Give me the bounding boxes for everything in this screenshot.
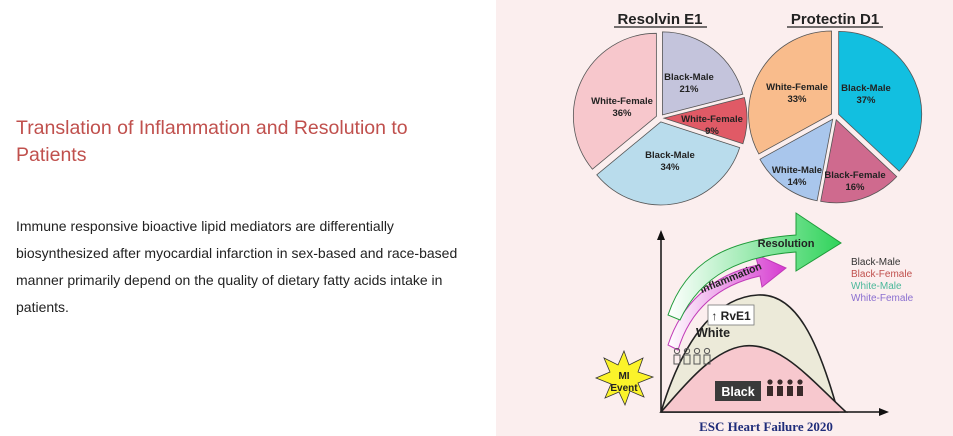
rve1-label: ↑ RvE1 (711, 309, 751, 323)
inflammation-arrow (667, 253, 787, 351)
black-label: Black (721, 385, 754, 399)
pie-slice (759, 118, 834, 202)
pie-slice (838, 31, 923, 172)
slide-body-text: Immune responsive bioactive lipid mediat… (16, 218, 458, 315)
slice-label-name: White-Female (766, 82, 828, 93)
slice-label-value: 14% (787, 177, 807, 188)
timeline-diagram: Inflammation Resolution ↑ RvE1 White Bla… (594, 212, 889, 416)
rve1-box (707, 304, 755, 326)
resolution-arrow (667, 212, 842, 321)
slide-title: Translation of Inflammation and Resoluti… (16, 117, 408, 166)
slice-label-name: Black-Male (645, 150, 695, 161)
mi-event-starburst (594, 349, 655, 407)
pie-title-resolvin: Resolvin E1 (617, 11, 702, 28)
resolution-label: Resolution (758, 238, 815, 250)
pie-slice (573, 32, 657, 170)
slice-label-name: White-Female (681, 114, 743, 125)
pie-slice (748, 30, 832, 155)
white-people-icon (673, 347, 711, 365)
slice-label-value: 34% (660, 162, 680, 173)
slice-label-value: 33% (787, 94, 807, 105)
pie-slice (662, 96, 748, 145)
slice-label-name: Black-Female (824, 170, 885, 181)
pie-chart-resolvin (573, 31, 748, 206)
pie-slice (820, 119, 898, 204)
slice-label-name: White-Male (772, 165, 822, 176)
y-axis-arrow (657, 230, 665, 240)
mi-label-line2: Event (610, 383, 638, 394)
slice-label-value: 16% (845, 182, 865, 193)
slice-label-name: White-Female (591, 96, 653, 107)
slice-label-value: 9% (705, 126, 719, 137)
figure-svg: Resolvin E1 Protectin D1 Black-Male 21% … (573, 11, 923, 434)
text-panel: Translation of Inflammation and Resoluti… (16, 0, 486, 436)
mi-label-line1: MI (618, 371, 629, 382)
legend-item-black-male: Black-Male (851, 257, 901, 268)
slice-label-value: 21% (679, 84, 699, 95)
legend-item-white-female: White-Female (851, 293, 914, 304)
slice-label-name: Black-Male (664, 72, 714, 83)
figure-caption: ESC Heart Failure 2020 (699, 419, 833, 434)
legend-item-white-male: White-Male (851, 281, 902, 292)
pie-slice (662, 31, 744, 116)
x-axis-arrow (879, 408, 889, 416)
slice-label-value: 36% (612, 108, 632, 119)
legend-item-black-female: Black-Female (851, 269, 913, 280)
black-people-icon (767, 379, 803, 396)
figure-panel: Resolvin E1 Protectin D1 Black-Male 21% … (496, 0, 953, 436)
pie-slice (596, 121, 741, 206)
slice-label-value: 37% (856, 95, 876, 106)
legend: Black-Male Black-Female White-Male White… (851, 257, 914, 304)
pie-title-protectin: Protectin D1 (791, 11, 879, 28)
white-label: White (696, 326, 730, 340)
slice-label-name: Black-Male (841, 83, 891, 94)
black-label-box (715, 381, 761, 401)
pie-chart-protectin (748, 30, 923, 204)
